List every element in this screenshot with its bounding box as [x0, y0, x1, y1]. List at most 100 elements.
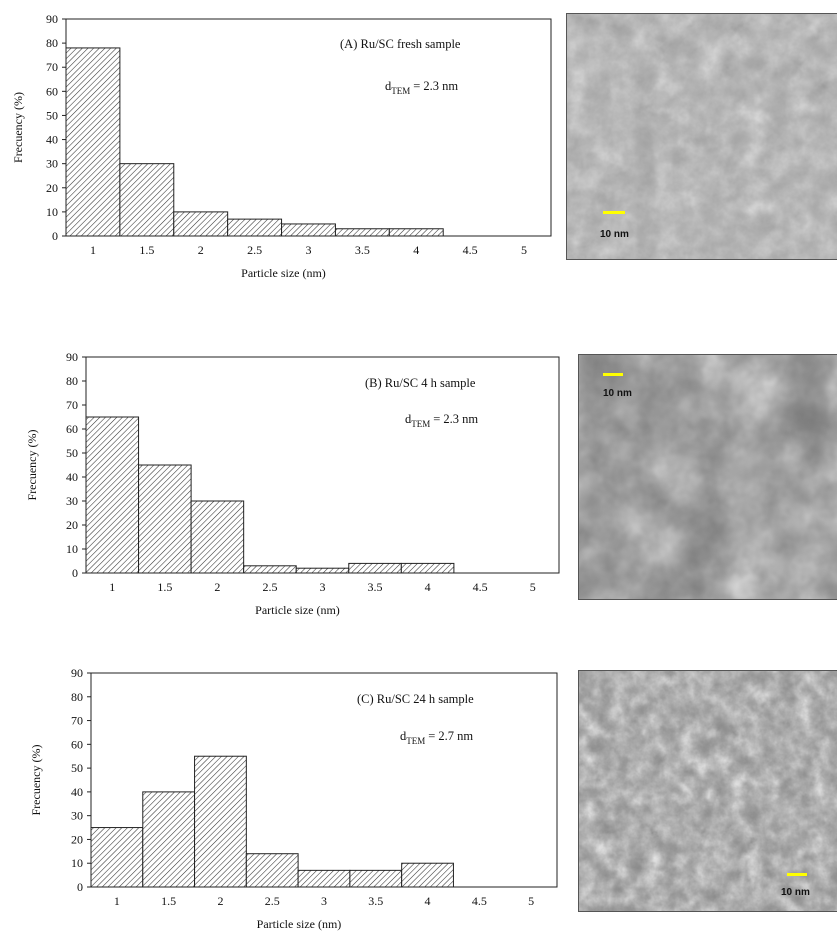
x-tick-label: 1 [90, 243, 96, 257]
bar-2 [173, 211, 229, 237]
bar-4 [400, 562, 455, 574]
histogram-b: 0 10 20 30 40 50 60 70 80 90 1 1.5 2 2.5 3 3.5 4 4.5 5 Part… [25, 350, 560, 617]
x-tick-label: 3.5 [368, 580, 383, 594]
x-tick-label: 3.5 [355, 243, 370, 257]
y-tick-label: 70 [71, 714, 83, 728]
x-axis-label: Particle size (nm) [257, 917, 342, 931]
sample-annotation: (A) Ru/SC fresh sample [340, 37, 461, 51]
y-tick-label: 30 [46, 157, 58, 171]
bar-3 [297, 869, 351, 888]
tem-micrograph-c: 10 nm [579, 671, 837, 911]
x-tick-label: 4 [425, 894, 431, 908]
tem-image-c: 10 nm [578, 670, 837, 912]
y-tick-label: 90 [46, 12, 58, 26]
x-tick-label: 3 [321, 894, 327, 908]
y-tick-label: 0 [52, 229, 58, 243]
x-tick-label: 2.5 [265, 894, 280, 908]
bar-1 [90, 827, 144, 888]
bar-3.5 [348, 562, 402, 574]
tem-image-b: 10 nm [578, 354, 837, 600]
histogram-c: 0 10 20 30 40 50 60 70 80 90 1 1.5 2 2.5 3 3.5 4 4.5 5 Part… [29, 666, 558, 931]
x-axis-label: Particle size (nm) [255, 603, 340, 617]
y-tick-label: 40 [46, 133, 58, 147]
bar-2 [194, 755, 247, 888]
y-tick-label: 90 [66, 350, 78, 364]
x-tick-label: 2 [198, 243, 204, 257]
bar-2.5 [245, 853, 299, 888]
y-tick-label: 70 [46, 60, 58, 74]
y-tick-label: 80 [46, 36, 58, 50]
y-tick-label: 0 [72, 566, 78, 580]
y-tick-label: 70 [66, 398, 78, 412]
sample-annotation: (C) Ru/SC 24 h sample [357, 692, 474, 706]
bar-4 [401, 862, 454, 888]
scale-label-a: 10 nm [600, 229, 629, 240]
x-tick-label: 1 [114, 894, 120, 908]
y-tick-label: 50 [46, 108, 58, 122]
scale-bar-b [603, 373, 623, 376]
y-tick-label: 50 [66, 446, 78, 460]
x-tick-label: 2.5 [262, 580, 277, 594]
x-tick-label: 3 [320, 580, 326, 594]
x-tick-label: 4.5 [463, 243, 478, 257]
mean-size-annotation: dTEM = 2.3 nm [405, 412, 478, 429]
tem-micrograph-a: 10 nm [567, 14, 837, 259]
chart-panel-c: 0 10 20 30 40 50 60 70 80 90 1 1.5 2 2.5 3 3.5 4 4.5 5 Part… [0, 655, 575, 934]
histogram-a: 0 10 20 30 40 50 60 70 80 90 1 1.5 2 2.5 3 3.5 4 4.5 5 Part… [11, 12, 552, 280]
bar-2.5 [243, 565, 297, 574]
x-axis-label: Particle size (nm) [241, 266, 326, 280]
x-tick-label: 3.5 [368, 894, 383, 908]
y-axis-label: Frecuency (%) [25, 430, 39, 501]
y-tick-label: 20 [66, 518, 78, 532]
sample-annotation: (B) Ru/SC 4 h sample [365, 376, 476, 390]
bar-4 [388, 228, 444, 237]
bar-1.5 [119, 163, 175, 237]
bar-3 [281, 223, 336, 237]
bar-1 [85, 416, 140, 574]
x-tick-label: 4.5 [472, 894, 487, 908]
bar-1 [65, 47, 121, 237]
y-tick-label: 10 [66, 542, 78, 556]
y-tick-label: 20 [46, 181, 58, 195]
chart-panel-a: 0 10 20 30 40 50 60 70 80 90 1 1.5 2 2.5 3 3.5 4 4.5 5 Part… [0, 0, 560, 295]
y-tick-label: 80 [71, 690, 83, 704]
x-tick-label: 2.5 [247, 243, 262, 257]
y-tick-label: 40 [71, 785, 83, 799]
y-axis-label: Frecuency (%) [29, 745, 43, 816]
mean-size-annotation: dTEM = 2.7 nm [400, 729, 473, 746]
y-tick-label: 80 [66, 374, 78, 388]
y-tick-label: 60 [46, 84, 58, 98]
y-tick-label: 60 [66, 422, 78, 436]
tem-image-a: 10 nm [566, 13, 837, 260]
scale-label-b: 10 nm [603, 388, 632, 399]
y-axis-label: Frecuency (%) [11, 92, 25, 163]
y-tick-label: 20 [71, 832, 83, 846]
bar-1.5 [142, 791, 196, 888]
y-tick-label: 10 [46, 205, 58, 219]
y-tick-label: 40 [66, 470, 78, 484]
x-tick-label: 3 [306, 243, 312, 257]
chart-panel-b: 0 10 20 30 40 50 60 70 80 90 1 1.5 2 2.5 3 3.5 4 4.5 5 Part… [0, 330, 575, 630]
x-tick-label: 4.5 [473, 580, 488, 594]
x-tick-label: 2 [214, 580, 220, 594]
y-tick-label: 90 [71, 666, 83, 680]
tem-micrograph-b: 10 nm [579, 355, 837, 599]
x-tick-label: 5 [521, 243, 527, 257]
mean-size-annotation: dTEM = 2.3 nm [385, 79, 458, 96]
x-tick-label: 1.5 [139, 243, 154, 257]
y-tick-label: 30 [66, 494, 78, 508]
bar-3.5 [349, 869, 403, 888]
scale-label-c: 10 nm [781, 887, 810, 898]
scale-bar-a [603, 211, 625, 214]
y-tick-label: 60 [71, 737, 83, 751]
x-tick-label: 5 [528, 894, 534, 908]
bar-3.5 [334, 228, 390, 237]
x-tick-label: 4 [413, 243, 419, 257]
x-tick-label: 5 [530, 580, 536, 594]
bar-1.5 [138, 464, 192, 574]
y-tick-label: 30 [71, 809, 83, 823]
x-tick-label: 4 [425, 580, 431, 594]
bar-2 [190, 500, 245, 574]
x-tick-label: 1 [109, 580, 115, 594]
bar-2.5 [227, 218, 283, 237]
